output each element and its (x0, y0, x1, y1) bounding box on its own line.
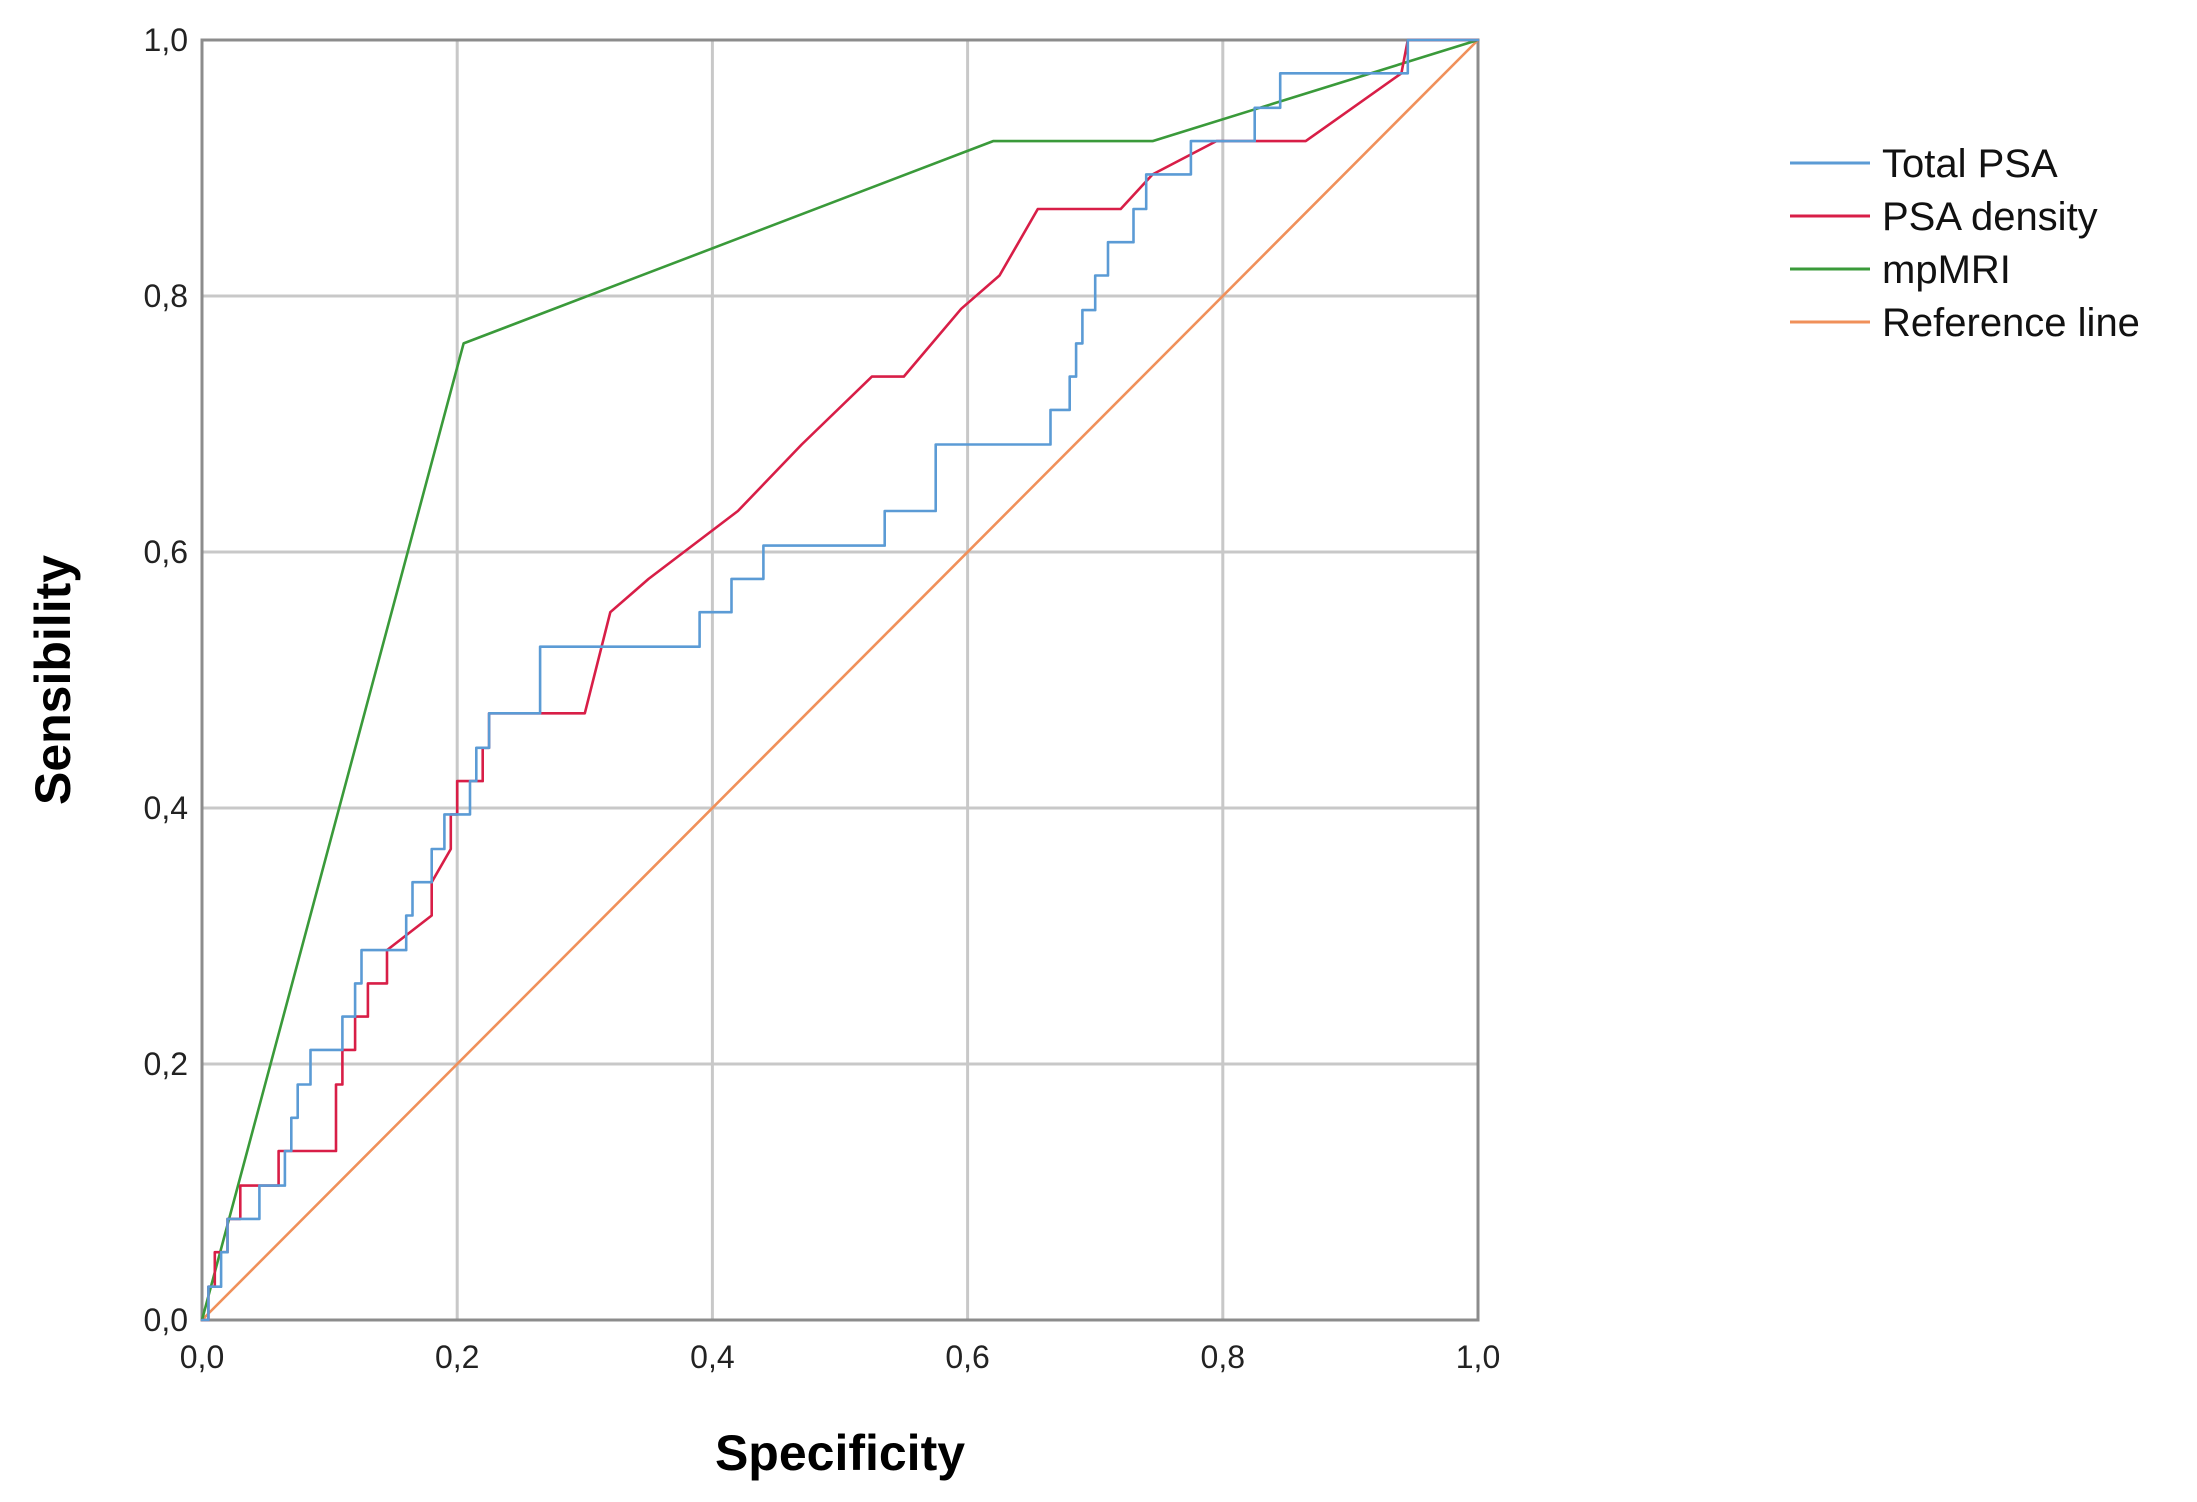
y-tick-label: 0,6 (144, 534, 188, 570)
y-tick-label: 0,4 (144, 790, 188, 826)
x-tick-label: 0,6 (945, 1339, 989, 1375)
tick-labels: 0,00,0 0,2 0,2 0,4 0,4 0,6 0,6 0,8 0,8 1,0 1,0 (144, 22, 1501, 1375)
series-group (200, 38, 1480, 1322)
series-line-psa-density (200, 38, 1480, 1322)
x-tick-label: 0,0 (180, 1339, 224, 1375)
y-axis-title: Sensibility (25, 555, 81, 805)
legend-label-total-psa: Total PSA (1882, 142, 2058, 186)
series-line-reference-line (200, 38, 1480, 1322)
series-line-total-psa (200, 38, 1480, 1322)
legend-label-reference-line: Reference line (1882, 301, 2140, 345)
plot-frame (200, 38, 1480, 1322)
legend-label-mpmri: mpMRI (1882, 248, 2011, 292)
x-tick-label: 1,0 (1456, 1339, 1500, 1375)
y-tick-label: 0,2 (144, 1046, 188, 1082)
legend-label-psa-density: PSA density (1882, 195, 2098, 239)
y-tick-label: 1,0 (144, 22, 188, 58)
legend: Total PSA PSA density mpMRI Reference line (1790, 142, 2140, 345)
x-tick-label: 0,2 (435, 1339, 479, 1375)
y-tick-label: 0,0 (144, 1302, 188, 1338)
x-tick-label: 0,4 (690, 1339, 734, 1375)
y-tick-label: 0,8 (144, 278, 188, 314)
grid (202, 40, 1478, 1320)
x-tick-label: 0,8 (1201, 1339, 1245, 1375)
x-axis-title: Specificity (715, 1425, 965, 1481)
